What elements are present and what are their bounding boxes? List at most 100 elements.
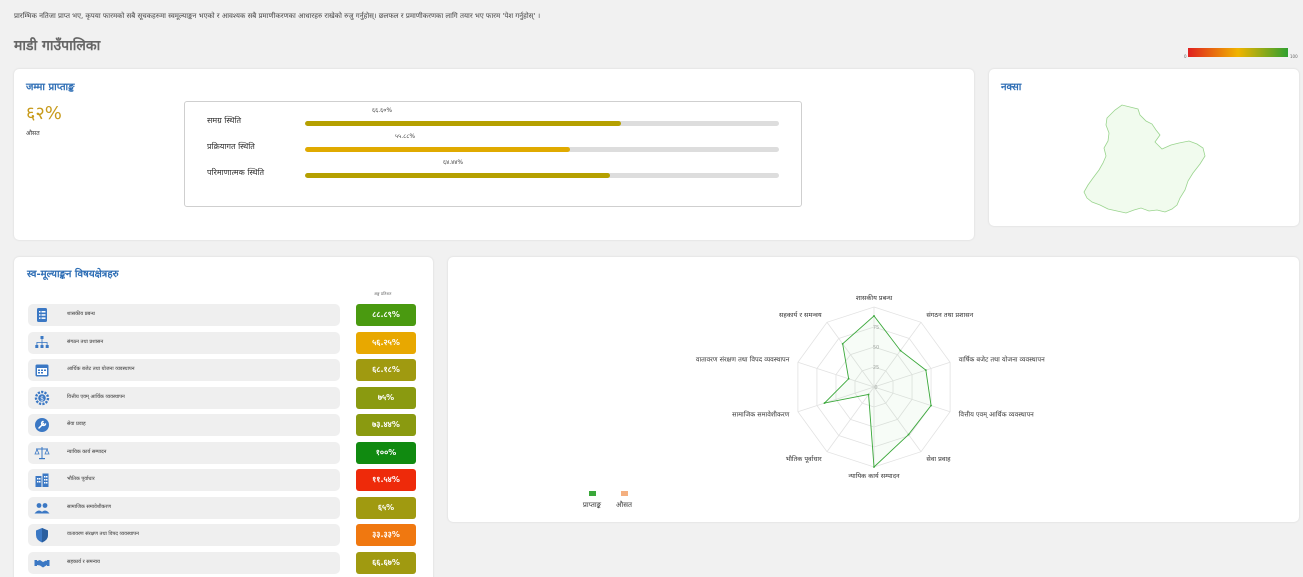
topic-label: शासकीय प्रबन्ध — [67, 311, 95, 317]
radar-spoke — [873, 386, 951, 413]
topic-score-badge: १००% — [356, 442, 416, 464]
radar-data-point — [847, 377, 850, 380]
topic-label: सेवा प्रवाह — [67, 421, 86, 427]
score-card-title: जम्मा प्राप्ताङ्क — [26, 82, 75, 93]
status-box: समग्र स्थिति ६६.६०% प्रक्रियागत स्थिति ५… — [184, 101, 802, 207]
topic-score-badge: ३३.३३% — [356, 524, 416, 546]
finance-gear-icon: $ — [34, 390, 50, 406]
status-value: ६४.४४% — [443, 159, 464, 166]
legend-swatch — [589, 491, 596, 496]
svg-text:$: $ — [40, 395, 44, 402]
topic-row[interactable]: $ वित्तीय एवम् आर्थिक व्यवस्थापन — [28, 387, 340, 409]
municipality-title: माडी गाउँपालिका — [14, 38, 101, 54]
radar-tick-label: 75 — [873, 325, 879, 331]
radar-spoke — [826, 386, 875, 452]
status-value: ६६.६०% — [372, 107, 393, 114]
radar-data-point — [899, 349, 902, 352]
topic-row[interactable]: आर्थिक बजेट तथा योजना व्यवस्थापन — [28, 359, 340, 381]
handshake-icon — [34, 560, 50, 568]
topic-score-badge: ७५% — [356, 387, 416, 409]
document-list-icon — [37, 308, 47, 322]
calendar-icon — [35, 364, 49, 377]
topic-score-badge: ६५% — [356, 497, 416, 519]
radar-axis-label: भौतिक पूर्वाधार — [786, 455, 822, 463]
topic-row[interactable]: वातावरण संरक्षण तथा विपद व्यवस्थापन — [28, 524, 340, 546]
radar-spoke — [797, 386, 875, 413]
status-row: समग्र स्थिति ६६.६०% — [185, 106, 801, 132]
legend-label: औसत — [616, 500, 633, 509]
radar-data-point — [930, 404, 932, 407]
score-card: जम्मा प्राप्ताङ्क ६२% औसत समग्र स्थिति ६… — [14, 69, 974, 240]
radar-tick-label: 0 — [874, 385, 877, 391]
radar-data-point — [873, 466, 875, 468]
topic-score-badge: ७३.४४% — [356, 414, 416, 436]
topic-row[interactable]: भौतिक पूर्वाधार — [28, 469, 340, 491]
total-score-percent: ६२% — [26, 103, 62, 124]
topic-label: सहकार्य र समन्वय — [67, 559, 100, 565]
status-fill — [305, 147, 570, 152]
topics-card-title: स्व-मूल्याङ्कन विषयक्षेत्रहरु — [27, 269, 119, 280]
topic-row[interactable]: संगठन तथा प्रशासन — [28, 332, 340, 354]
scales-icon — [34, 447, 50, 460]
radar-data-point — [924, 369, 927, 372]
radar-tick-label: 50 — [873, 345, 879, 351]
status-track — [305, 121, 779, 126]
shield-icon — [36, 528, 48, 543]
radar-axis-label: सहकार्य र समन्वय — [779, 311, 822, 319]
status-value: ५५.८८% — [395, 133, 416, 140]
radar-tick-label: 25 — [873, 365, 879, 371]
topic-label: वातावरण संरक्षण तथा विपद व्यवस्थापन — [67, 531, 139, 537]
percent-column-header: अङ्क प्रतिशत — [374, 291, 392, 296]
radar-axis-label: सामाजिक समावेशीकरण — [732, 411, 790, 419]
radar-card: 0 25 50 75 शासकीय प्रबन्ध संगठन तथा प्रशासन वा… — [448, 257, 1299, 522]
radar-data-point — [873, 314, 875, 317]
status-fill — [305, 121, 621, 126]
radar-axis-label: सेवा प्रवाह — [926, 455, 951, 463]
topic-score-badge: ६८.१८% — [356, 359, 416, 381]
radar-axis-label: न्यायिक कार्य सम्पादन — [848, 472, 900, 480]
radar-axis-label: शासकीय प्रबन्ध — [856, 294, 893, 302]
topics-card: स्व-मूल्याङ्कन विषयक्षेत्रहरु अङ्क प्रति… — [14, 257, 433, 577]
map-card: नक्सा — [989, 69, 1299, 226]
topic-label: भौतिक पूर्वाधार — [67, 476, 95, 482]
status-track — [305, 147, 779, 152]
color-scale-legend — [1188, 48, 1288, 57]
radar-spoke — [873, 361, 951, 388]
municipality-map[interactable] — [989, 69, 1299, 226]
average-label: औसत — [26, 130, 40, 137]
building-icon — [35, 473, 49, 487]
topic-label: आर्थिक बजेट तथा योजना व्यवस्थापन — [67, 366, 135, 372]
radar-data-point — [867, 393, 870, 396]
radar-chart: 0 25 50 75 शासकीय प्रबन्ध संगठन तथा प्रशासन वा… — [583, 294, 1045, 509]
topic-label: सामाजिक समावेशीकरण — [67, 504, 112, 510]
radar-axis-label: वार्षिक बजेट तथा योजना व्यवस्थापन — [959, 355, 1045, 363]
legend-min-label: 0 — [1184, 54, 1187, 59]
topic-row[interactable]: शासकीय प्रबन्ध — [28, 304, 340, 326]
topic-label: संगठन तथा प्रशासन — [67, 339, 104, 345]
radar-series-polygon — [823, 315, 932, 468]
status-row: परिमाणात्मक स्थिति ६४.४४% — [185, 158, 801, 184]
municipality-boundary — [1083, 104, 1206, 214]
topic-row[interactable]: सेवा प्रवाह — [28, 414, 340, 436]
org-chart-icon — [35, 336, 49, 348]
topic-label: न्यायिक कार्य सम्पादन — [67, 449, 107, 455]
radar-spoke — [873, 322, 922, 388]
topic-score-badge: ६६.६७% — [356, 552, 416, 574]
service-icon — [35, 418, 49, 432]
legend-label: प्राप्ताङ्क — [583, 501, 602, 509]
map-card-title: नक्सा — [1001, 82, 1022, 93]
radar-spoke — [873, 386, 922, 452]
topic-score-badge: ११.५४% — [356, 469, 416, 491]
topic-row[interactable]: सहकार्य र समन्वय — [28, 552, 340, 574]
radar-data-point — [841, 342, 844, 345]
radar-axis-label: वित्तीय एवम् आर्थिक व्यवस्थापन — [959, 411, 1035, 419]
status-label: परिमाणात्मक स्थिति — [207, 168, 265, 177]
topic-score-badge: ८८.८९% — [356, 304, 416, 326]
legend-max-label: 100 — [1290, 54, 1298, 59]
topic-row[interactable]: न्यायिक कार्य सम्पादन — [28, 442, 340, 464]
radar-spoke — [826, 322, 875, 388]
topic-label: वित्तीय एवम् आर्थिक व्यवस्थापन — [67, 394, 125, 400]
status-row: प्रक्रियागत स्थिति ५५.८८% — [185, 132, 801, 158]
status-track — [305, 173, 779, 178]
topic-row[interactable]: सामाजिक समावेशीकरण — [28, 497, 340, 519]
